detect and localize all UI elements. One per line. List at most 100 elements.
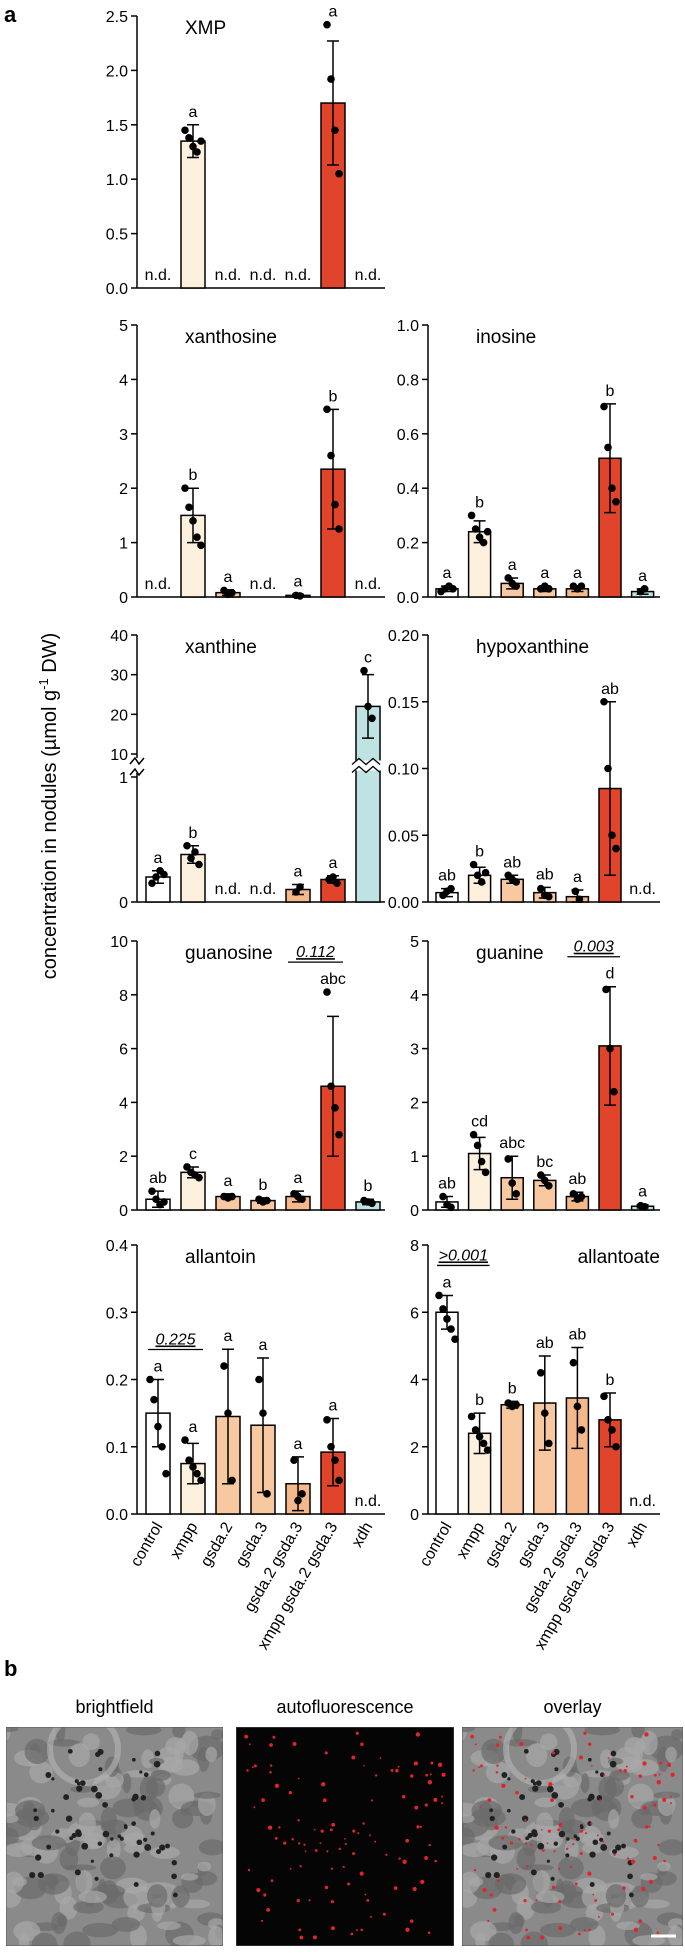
fluorescence-spot xyxy=(297,1819,300,1822)
fluorescence-spot xyxy=(583,1731,587,1735)
dark-spot xyxy=(143,1772,149,1778)
data-point xyxy=(185,134,193,142)
fluorescence-spot xyxy=(546,1842,549,1845)
significance-letter: b xyxy=(189,825,198,842)
texture xyxy=(157,1921,181,1931)
significance-letter: ab xyxy=(601,681,619,698)
x-tick-label: control xyxy=(128,1520,167,1570)
data-point xyxy=(263,1490,271,1498)
data-point xyxy=(577,582,586,590)
significance-letter: ab xyxy=(438,868,456,885)
dark-spot xyxy=(575,1836,580,1841)
y-axis-label-end: DW) xyxy=(39,633,61,679)
fluorescence-spot xyxy=(574,1882,578,1886)
texture xyxy=(632,1935,666,1946)
significance-letter: a xyxy=(573,869,582,886)
dark-spot xyxy=(550,1876,555,1881)
fluorescence-spot xyxy=(366,1898,370,1902)
fluorescence-spot xyxy=(519,1741,524,1746)
significance-letter: n.d. xyxy=(285,267,312,284)
fluorescence-spot xyxy=(613,1853,616,1856)
y-tick-label: 0.4 xyxy=(397,481,419,498)
error-bar xyxy=(187,487,199,544)
fluorescence-spot xyxy=(478,1766,480,1769)
fluorescence-spot xyxy=(548,1782,553,1787)
panel-label: a xyxy=(4,2,17,27)
bar xyxy=(500,1403,524,1515)
y-tick-label: 1.0 xyxy=(106,172,128,189)
significance-letter: a xyxy=(224,1173,233,1190)
fluorescence-spot xyxy=(494,1825,499,1830)
fluorescence-spot xyxy=(497,1879,500,1883)
fluorescence-spot xyxy=(385,1853,388,1856)
fluorescence-spot xyxy=(531,1850,534,1852)
fluorescence-spot xyxy=(298,1842,301,1845)
y-tick-label: 3 xyxy=(119,427,128,444)
fluorescence-spot xyxy=(356,1929,358,1932)
fluorescence-spot xyxy=(611,1912,614,1916)
y-tick-label: 20 xyxy=(110,707,128,724)
fluorescence-spot xyxy=(299,1865,302,1868)
data-point xyxy=(154,1422,162,1431)
texture xyxy=(530,1900,562,1914)
fluorescence-spot xyxy=(395,1769,399,1773)
fluorescence-spot xyxy=(648,1879,654,1885)
significance-letter: b xyxy=(329,388,338,405)
texture xyxy=(198,1839,223,1856)
fluorescence-spot xyxy=(579,1755,583,1760)
fluorescence-spot xyxy=(594,1898,598,1902)
data-point xyxy=(541,1176,549,1185)
dark-spot xyxy=(587,1757,592,1762)
dark-spot xyxy=(65,1815,73,1822)
fluorescence-spot xyxy=(666,1762,672,1767)
fluorescence-spot xyxy=(602,1840,605,1843)
data-point xyxy=(473,1141,482,1150)
data-point xyxy=(197,541,205,550)
chart-title: xanthosine xyxy=(185,327,277,348)
y-tick-label: 2.0 xyxy=(106,63,128,80)
data-point xyxy=(449,585,457,593)
y-tick-label: 0 xyxy=(410,1203,419,1220)
fluorescence-spot xyxy=(584,1832,588,1835)
texture xyxy=(6,1727,19,1733)
y-tick-label: 0.05 xyxy=(388,828,419,845)
fluorescence-spot xyxy=(501,1783,506,1788)
fluorescence-spot xyxy=(338,1847,342,1851)
error-bar xyxy=(538,1355,551,1451)
texture xyxy=(580,1772,590,1794)
texture xyxy=(539,1733,558,1751)
fluorescence-spot xyxy=(587,1871,592,1876)
significance-letter: ab xyxy=(569,1327,587,1344)
fluorescence-spot xyxy=(489,1893,493,1897)
fluorescence-spot xyxy=(363,1764,365,1767)
significance-letter: a xyxy=(329,1398,338,1415)
dark-spot xyxy=(523,1748,529,1754)
significance-letter: a xyxy=(443,1274,452,1291)
texture xyxy=(462,1814,475,1824)
dark-spot xyxy=(573,1834,578,1839)
dark-spot xyxy=(117,1834,122,1839)
fluorescence-spot xyxy=(571,1838,574,1840)
fluorescence-spot xyxy=(370,1799,374,1802)
fluorescence-spot xyxy=(518,1837,521,1841)
data-point xyxy=(185,1456,193,1464)
data-point xyxy=(537,1368,545,1377)
texture xyxy=(536,1812,554,1835)
fluorescence-spot xyxy=(269,1771,272,1774)
texture xyxy=(498,1873,515,1886)
texture xyxy=(78,1890,107,1904)
data-point xyxy=(439,1305,447,1313)
data-point xyxy=(600,1392,608,1401)
texture xyxy=(211,1729,223,1741)
significance-letter: b xyxy=(475,844,484,861)
data-point xyxy=(571,887,580,896)
significance-letter: b xyxy=(606,383,615,400)
fluorescence-spot xyxy=(330,1900,334,1904)
data-point xyxy=(263,1196,271,1205)
fluorescence-spot xyxy=(351,1755,356,1760)
data-point xyxy=(228,1476,236,1485)
texture xyxy=(665,1746,677,1763)
dark-spot xyxy=(589,1881,595,1887)
texture xyxy=(516,1847,536,1871)
texture xyxy=(205,1746,218,1763)
